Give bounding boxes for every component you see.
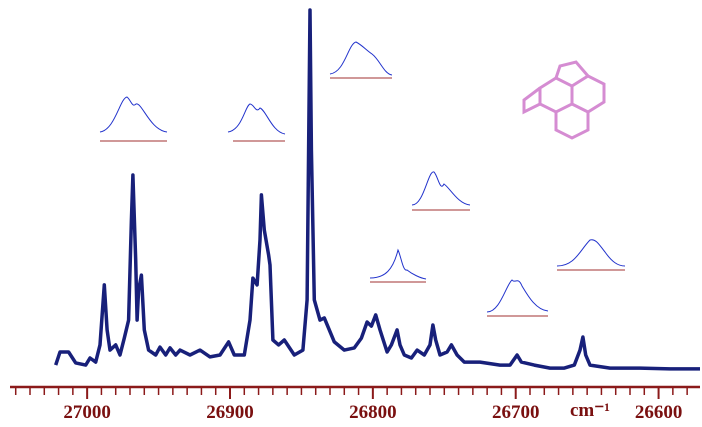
- x-tick-label: 26700: [492, 402, 540, 423]
- molecule: [524, 62, 604, 138]
- page: {"chart_data": {"type": "line", "x_label…: [0, 0, 702, 427]
- x-tick-label: 26600: [635, 402, 683, 423]
- chart: cm⁻¹ 27000 26900 26800 26700 26600: [0, 0, 702, 427]
- x-tick-label: 26900: [206, 402, 254, 423]
- spectrum-line: [56, 10, 700, 369]
- x-tick-label: 27000: [63, 402, 111, 423]
- x-axis-label: cm⁻¹: [570, 400, 610, 421]
- x-tick-label: 26800: [349, 402, 397, 423]
